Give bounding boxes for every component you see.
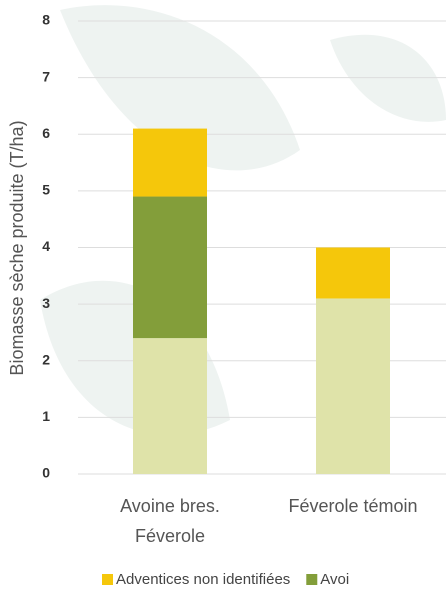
y-tick-label: 8 [42,12,50,28]
y-tick-label: 2 [42,351,50,367]
x-tick-label: Avoine bres. Féverole [120,496,220,546]
y-tick-label: 1 [42,408,50,424]
y-axis-label: Biomasse sèche produite (T/ha) [7,120,27,375]
legend-swatch [102,574,113,585]
legend-label: Avoi [320,571,349,588]
leaf [60,5,300,171]
y-tick-label: 4 [42,238,50,254]
x-tick-label: Féverole témoin [288,496,417,516]
legend-label: Adventices non identifiées [116,571,290,588]
label-line: Avoine bres. [120,496,220,516]
y-tick-label: 3 [42,295,50,311]
y-tick-label: 5 [42,182,50,198]
y-tick-label: 6 [42,125,50,141]
bar-segment [133,128,207,197]
legend-swatch [306,574,318,585]
bar-segment [133,196,207,339]
bar-segment [316,298,390,474]
bar-segment [316,247,390,299]
label-line: Féverole [135,526,205,546]
bar-segment [133,338,207,474]
y-tick-label: 0 [42,465,50,481]
label-line: Féverole témoin [288,496,417,516]
leaf [330,34,446,122]
y-tick-label: 7 [42,68,50,84]
